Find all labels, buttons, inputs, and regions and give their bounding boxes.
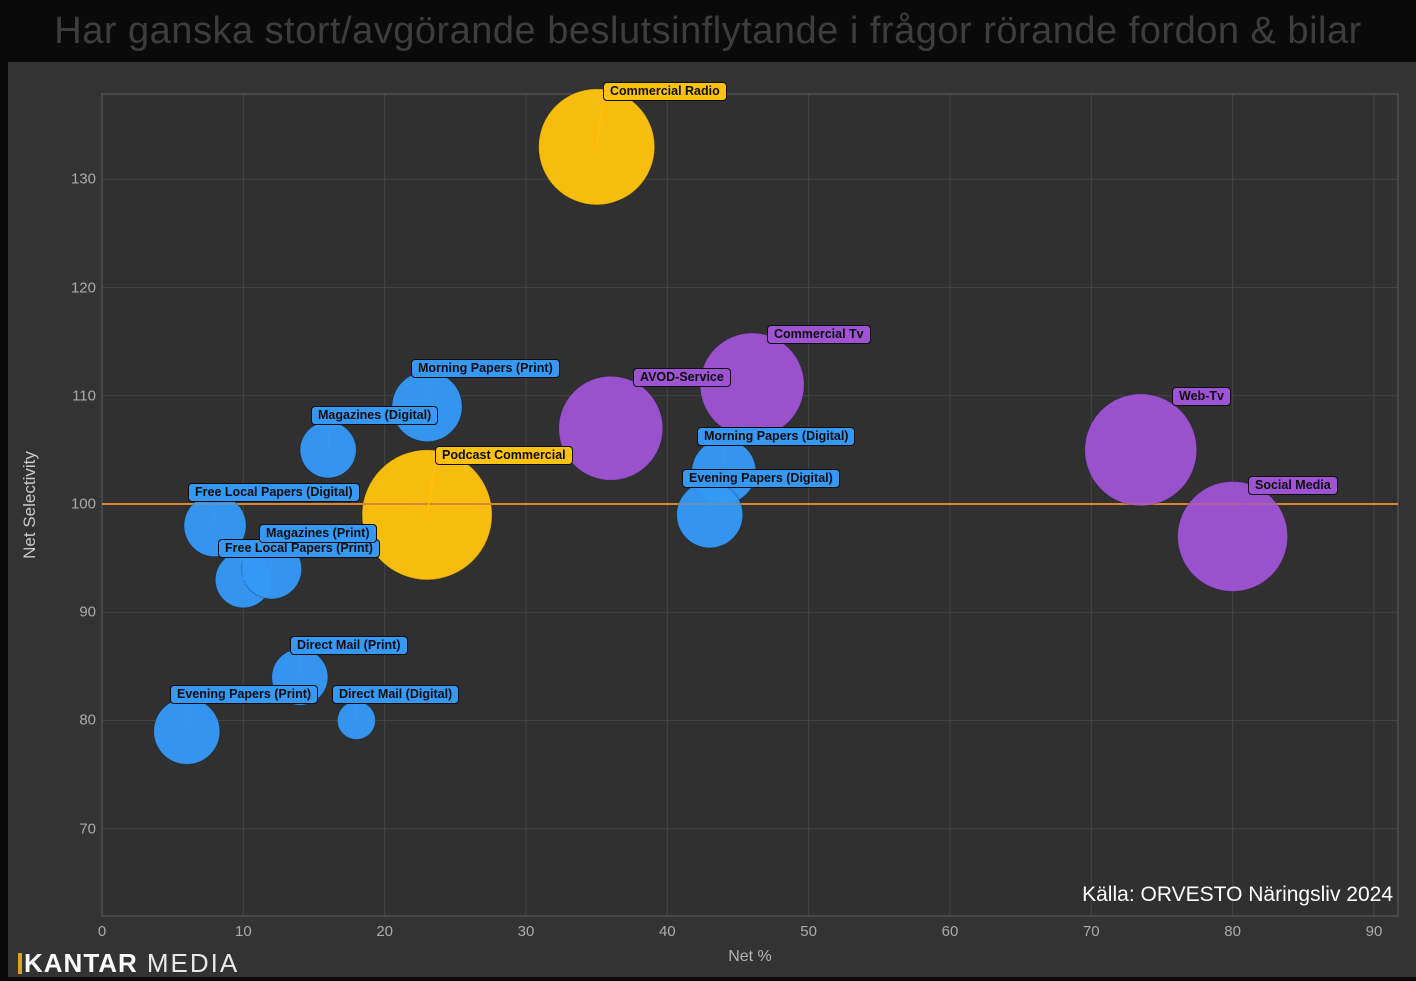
label-callout-social-media: [1231, 494, 1249, 537]
x-tick-70: 70: [1082, 923, 1100, 940]
chart-title: Har ganska stort/avgörande beslutsinflyt…: [54, 9, 1362, 52]
y-tick-70: 70: [79, 820, 96, 838]
y-tick-80: 80: [79, 711, 96, 729]
bubble-label-morning-papers-digital-: Morning Papers (Digital): [697, 427, 856, 446]
x-tick-60: 60: [941, 923, 959, 940]
label-callout-web-tv: [1140, 405, 1173, 451]
title-bar: Har ganska stort/avgörande beslutsinflyt…: [0, 0, 1416, 62]
y-tick-130: 130: [70, 170, 96, 188]
label-callout-commercial-tv: [751, 343, 768, 386]
x-tick-10: 10: [234, 923, 252, 940]
x-tick-50: 50: [800, 923, 817, 940]
bubble-label-magazines-digital-: Magazines (Digital): [311, 406, 439, 425]
bubble-label-direct-mail-digital-: Direct Mail (Digital): [332, 685, 460, 704]
bubble-label-social-media: Social Media: [1248, 476, 1338, 495]
bubble-label-direct-mail-print-: Direct Mail (Print): [290, 636, 408, 655]
bubble-label-evening-papers-digital-: Evening Papers (Digital): [682, 469, 840, 488]
bubble-label-commercial-tv: Commercial Tv: [767, 325, 871, 344]
bubble-label-free-local-papers-digital-: Free Local Papers (Digital): [188, 483, 360, 502]
label-callout-podcast-commercial: [426, 464, 436, 515]
brand-media: MEDIA: [146, 948, 240, 978]
bubble-label-magazines-print-: Magazines (Print): [259, 524, 377, 543]
x-tick-80: 80: [1224, 923, 1241, 940]
x-axis-title: Net %: [728, 948, 772, 965]
bubble-label-avod-service: AVOD-Service: [633, 368, 731, 387]
bubble-label-evening-papers-print-: Evening Papers (Print): [170, 685, 319, 704]
label-callout-commercial-radio: [595, 100, 604, 147]
y-tick-110: 110: [72, 387, 96, 405]
x-tick-20: 20: [376, 923, 393, 940]
bubble-label-morning-papers-print-: Morning Papers (Print): [411, 359, 560, 378]
bubble-label-commercial-radio: Commercial Radio: [603, 82, 727, 101]
bubble-label-podcast-commercial: Podcast Commercial: [435, 446, 573, 465]
x-tick-40: 40: [658, 923, 676, 940]
bottom-edge-strip: [0, 977, 1416, 981]
y-tick-120: 120: [70, 279, 96, 297]
label-callout-avod-service: [610, 386, 634, 429]
x-tick-90: 90: [1365, 923, 1383, 940]
y-tick-90: 90: [79, 603, 96, 621]
x-tick-30: 30: [517, 923, 535, 940]
source-note: Källa: ORVESTO Näringsliv 2024: [1082, 883, 1393, 906]
kantar-gold-bar: [18, 953, 22, 974]
brand-kantar: KANTAR: [24, 948, 138, 978]
x-tick-0: 0: [97, 923, 107, 940]
left-edge-strip: [0, 62, 8, 977]
y-tick-100: 100: [70, 495, 96, 513]
bubble-label-web-tv: Web-Tv: [1172, 387, 1231, 406]
y-axis-title: Net Selectivity: [20, 451, 39, 559]
kantar-media-logo: KANTAR MEDIA: [18, 948, 239, 979]
